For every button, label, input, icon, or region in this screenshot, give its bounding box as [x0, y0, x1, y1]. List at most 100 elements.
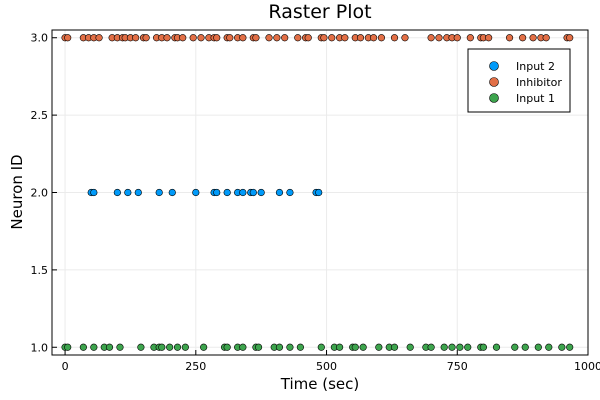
spike-point-inhibitor [370, 34, 378, 42]
spike-point-inhibitor [197, 34, 205, 42]
spike-point-input-1 [286, 343, 294, 351]
spike-point-input-2 [257, 188, 265, 197]
spike-point-input-1 [64, 343, 72, 351]
x-tick-label: 250 [185, 360, 206, 373]
spike-point-inhibitor [95, 34, 103, 42]
spike-point-input-1 [427, 343, 435, 351]
spike-point-inhibitor [213, 34, 221, 42]
spike-point-inhibitor [252, 34, 260, 42]
spike-point-input-1 [390, 343, 399, 351]
spike-point-inhibitor [529, 34, 537, 42]
spike-point-inhibitor [328, 34, 336, 42]
legend-label-inhibitor: Inhibitor [516, 76, 562, 89]
spike-point-inhibitor [453, 34, 461, 42]
spike-point-inhibitor [377, 34, 386, 42]
spike-point-input-2 [155, 188, 163, 197]
spike-point-input-1 [566, 343, 574, 351]
spike-point-input-1 [456, 343, 464, 351]
spike-point-input-1 [545, 343, 553, 351]
spike-point-input-1 [511, 343, 519, 351]
spike-point-inhibitor [566, 34, 574, 42]
spike-point-inhibitor [505, 34, 514, 42]
spike-point-input-1 [479, 343, 488, 351]
legend-marker-inhibitor [489, 77, 499, 87]
spike-point-input-1 [79, 343, 87, 351]
spike-point-input-1 [137, 343, 145, 351]
spike-point-input-1 [521, 343, 529, 351]
spike-point-inhibitor [435, 34, 443, 42]
spike-point-input-1 [359, 343, 367, 351]
spike-point-inhibitor [427, 34, 435, 42]
spike-point-input-2 [315, 188, 323, 197]
spike-point-input-2 [213, 188, 221, 197]
spike-point-input-1 [558, 343, 566, 351]
spike-point-input-1 [223, 343, 231, 351]
spike-point-input-1 [375, 343, 383, 351]
spike-points [61, 34, 574, 351]
spike-point-input-2 [113, 188, 121, 197]
legend-label-input-2: Input 2 [516, 60, 555, 73]
spike-point-inhibitor [64, 34, 72, 42]
spike-point-inhibitor [356, 34, 365, 42]
axis-ticks: 0 250 500 750 1000 1.0 1.5 2.0 2.5 3.0 [31, 32, 600, 373]
legend-label-input-1: Input 1 [516, 92, 555, 105]
spike-point-inhibitor [265, 34, 273, 42]
y-tick-label: 3.0 [31, 32, 49, 45]
spike-point-input-1 [534, 343, 542, 351]
y-tick-label: 1.0 [31, 341, 49, 354]
spike-point-inhibitor [142, 34, 150, 42]
legend: Input 2 Inhibitor Input 1 [467, 48, 571, 113]
spike-point-inhibitor [179, 34, 187, 42]
x-tick-label: 500 [316, 360, 337, 373]
spike-point-input-1 [492, 343, 501, 351]
x-tick-label: 1000 [574, 360, 600, 373]
spike-point-inhibitor [189, 34, 197, 42]
y-tick-label: 1.5 [31, 264, 49, 277]
spike-point-input-1 [239, 343, 247, 351]
spike-point-inhibitor [294, 34, 302, 42]
spike-point-input-1 [351, 343, 359, 351]
spike-point-input-1 [406, 343, 414, 351]
spike-point-inhibitor [304, 34, 312, 42]
spike-point-input-2 [223, 188, 231, 197]
spike-point-input-2 [249, 188, 257, 197]
spike-point-inhibitor [401, 34, 409, 42]
chart-title: Raster Plot [268, 1, 371, 23]
y-axis-label: Neuron ID [8, 154, 26, 229]
spike-point-input-1 [275, 343, 284, 351]
spike-point-input-2 [192, 188, 200, 197]
spike-point-input-1 [317, 343, 325, 351]
spike-point-input-2 [239, 188, 247, 197]
spike-point-inhibitor [542, 34, 550, 42]
spike-point-input-1 [90, 343, 98, 351]
legend-marker-input-1 [489, 93, 499, 103]
spike-point-input-2 [168, 188, 176, 197]
legend-box [467, 48, 571, 113]
spike-point-input-1 [173, 343, 182, 351]
spike-point-input-1 [166, 343, 174, 351]
spike-point-inhibitor [519, 34, 527, 42]
y-tick-label: 2.5 [31, 109, 49, 122]
spike-point-input-2 [275, 188, 284, 197]
spike-point-input-1 [105, 343, 114, 351]
x-tick-label: 0 [62, 360, 69, 373]
spike-point-input-1 [448, 343, 456, 351]
spike-point-input-1 [464, 343, 472, 351]
spike-point-input-2 [134, 188, 142, 197]
spike-point-inhibitor [132, 34, 140, 42]
spike-point-inhibitor [281, 34, 289, 42]
spike-point-inhibitor [390, 34, 399, 42]
spike-point-input-2 [286, 188, 294, 197]
legend-marker-input-2 [489, 61, 499, 71]
spike-point-input-1 [296, 343, 304, 351]
y-tick-label: 2.0 [31, 187, 49, 200]
spike-point-input-1 [116, 343, 124, 351]
spike-point-inhibitor [485, 34, 493, 42]
x-tick-label: 750 [447, 360, 468, 373]
spike-point-input-1 [181, 343, 189, 351]
spike-point-inhibitor [320, 34, 328, 42]
spike-point-input-1 [254, 343, 263, 351]
spike-point-input-1 [336, 343, 344, 351]
spike-point-input-2 [124, 188, 132, 197]
